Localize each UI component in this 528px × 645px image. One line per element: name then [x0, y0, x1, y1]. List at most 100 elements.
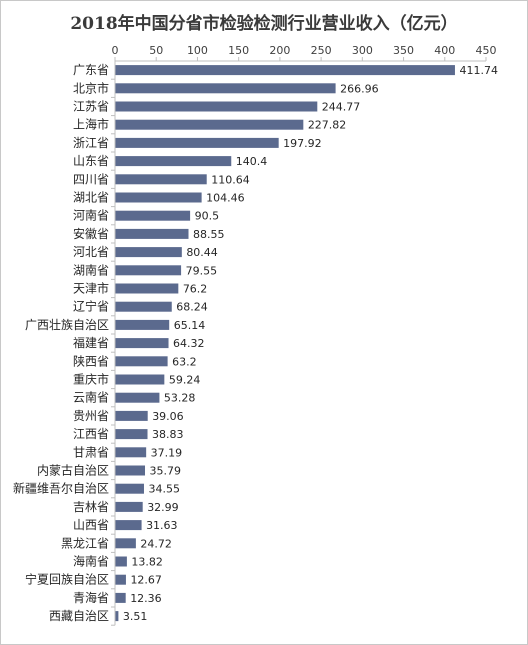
category-label: 重庆市 — [73, 372, 109, 387]
category-label: 天津市 — [73, 281, 109, 296]
category-label: 湖北省 — [73, 190, 109, 205]
bar — [115, 101, 318, 112]
bar — [115, 410, 148, 421]
data-label: 64.32 — [173, 337, 205, 350]
data-label: 3.51 — [123, 610, 148, 623]
category-label: 青海省 — [73, 590, 109, 605]
category-label: 河北省 — [73, 245, 109, 259]
bar — [115, 265, 182, 276]
bar — [115, 319, 170, 330]
data-label: 110.64 — [211, 173, 250, 186]
data-label: 37.19 — [151, 446, 183, 459]
category-label: 山西省 — [73, 518, 109, 532]
category-label: 西藏自治区 — [49, 609, 109, 623]
category-label: 新疆维吾尔自治区 — [13, 481, 109, 496]
category-label: 陕西省 — [73, 353, 109, 368]
chart-title: 2018年中国分省市检验检测行业营业收入（亿元） — [70, 14, 458, 34]
data-label: 12.67 — [130, 574, 162, 587]
category-label: 吉林省 — [73, 500, 109, 514]
data-label: 63.2 — [172, 355, 197, 368]
category-label: 海南省 — [73, 554, 109, 569]
data-label: 266.96 — [340, 82, 379, 95]
category-label: 浙江省 — [73, 136, 109, 150]
data-label: 35.79 — [150, 465, 182, 478]
category-label: 福建省 — [73, 335, 109, 350]
category-label: 四川省 — [73, 172, 109, 186]
bar — [115, 574, 126, 585]
data-label: 88.55 — [193, 228, 225, 241]
data-label: 65.14 — [174, 319, 206, 332]
category-label: 湖南省 — [73, 262, 109, 277]
bar — [115, 338, 169, 349]
data-label: 59.24 — [169, 374, 201, 387]
data-label: 24.72 — [140, 537, 172, 550]
x-tick-label: 50 — [149, 44, 163, 57]
category-label: 云南省 — [73, 390, 109, 405]
bar — [115, 192, 202, 203]
category-label: 江苏省 — [73, 100, 109, 114]
x-tick-label: 200 — [269, 44, 290, 57]
bar — [115, 447, 147, 458]
data-label: 244.77 — [322, 101, 361, 114]
bar — [115, 556, 127, 567]
category-label: 北京市 — [73, 80, 109, 95]
category-label: 贵州省 — [73, 409, 109, 423]
data-label: 38.83 — [152, 428, 184, 441]
data-label: 34.55 — [148, 483, 180, 496]
data-label: 411.74 — [459, 64, 498, 77]
data-label: 32.99 — [147, 501, 179, 514]
data-label: 80.44 — [186, 246, 218, 259]
data-label: 90.5 — [195, 210, 220, 223]
category-label: 江西省 — [73, 427, 109, 441]
data-label: 79.55 — [186, 264, 218, 277]
bar — [115, 520, 142, 531]
x-tick-label: 350 — [393, 44, 414, 57]
category-label: 安徽省 — [73, 226, 109, 241]
x-tick-label: 450 — [476, 44, 497, 57]
data-label: 53.28 — [164, 392, 196, 405]
data-label: 104.46 — [206, 192, 245, 205]
category-label: 内蒙古自治区 — [37, 463, 109, 478]
x-tick-label: 100 — [187, 44, 208, 57]
bar — [115, 374, 165, 385]
bar — [115, 228, 189, 239]
bar — [115, 356, 168, 367]
bar — [115, 83, 336, 94]
bar — [115, 283, 179, 294]
category-label: 山东省 — [73, 154, 109, 168]
bar — [115, 483, 144, 494]
bar — [115, 65, 455, 76]
bar — [115, 174, 207, 185]
data-label: 12.36 — [130, 592, 162, 605]
category-label: 辽宁省 — [73, 299, 109, 314]
bar — [115, 210, 191, 221]
data-label: 197.92 — [283, 137, 322, 150]
bar — [115, 137, 279, 148]
x-tick-label: 150 — [228, 44, 249, 57]
category-label: 宁夏回族自治区 — [25, 572, 109, 587]
data-label: 68.24 — [176, 301, 208, 314]
data-label: 13.82 — [131, 556, 163, 569]
category-label: 甘肃省 — [73, 445, 109, 459]
bar — [115, 247, 182, 258]
data-label: 76.2 — [183, 283, 208, 296]
category-label: 广东省 — [73, 63, 109, 77]
x-tick-label: 300 — [352, 44, 373, 57]
bar — [115, 538, 136, 549]
data-label: 227.82 — [308, 119, 347, 132]
x-tick-label: 400 — [434, 44, 455, 57]
bar — [115, 156, 232, 167]
bar — [115, 501, 143, 512]
bar — [115, 429, 148, 440]
bar — [115, 465, 146, 476]
category-label: 黑龙江省 — [61, 536, 109, 550]
category-label: 广西壮族自治区 — [25, 318, 109, 332]
bar — [115, 119, 304, 130]
bar — [115, 392, 160, 403]
data-label: 140.4 — [236, 155, 268, 168]
category-label: 河南省 — [73, 208, 109, 223]
x-tick-label: 250 — [311, 44, 332, 57]
bar — [115, 301, 172, 312]
category-label: 上海市 — [73, 117, 109, 132]
